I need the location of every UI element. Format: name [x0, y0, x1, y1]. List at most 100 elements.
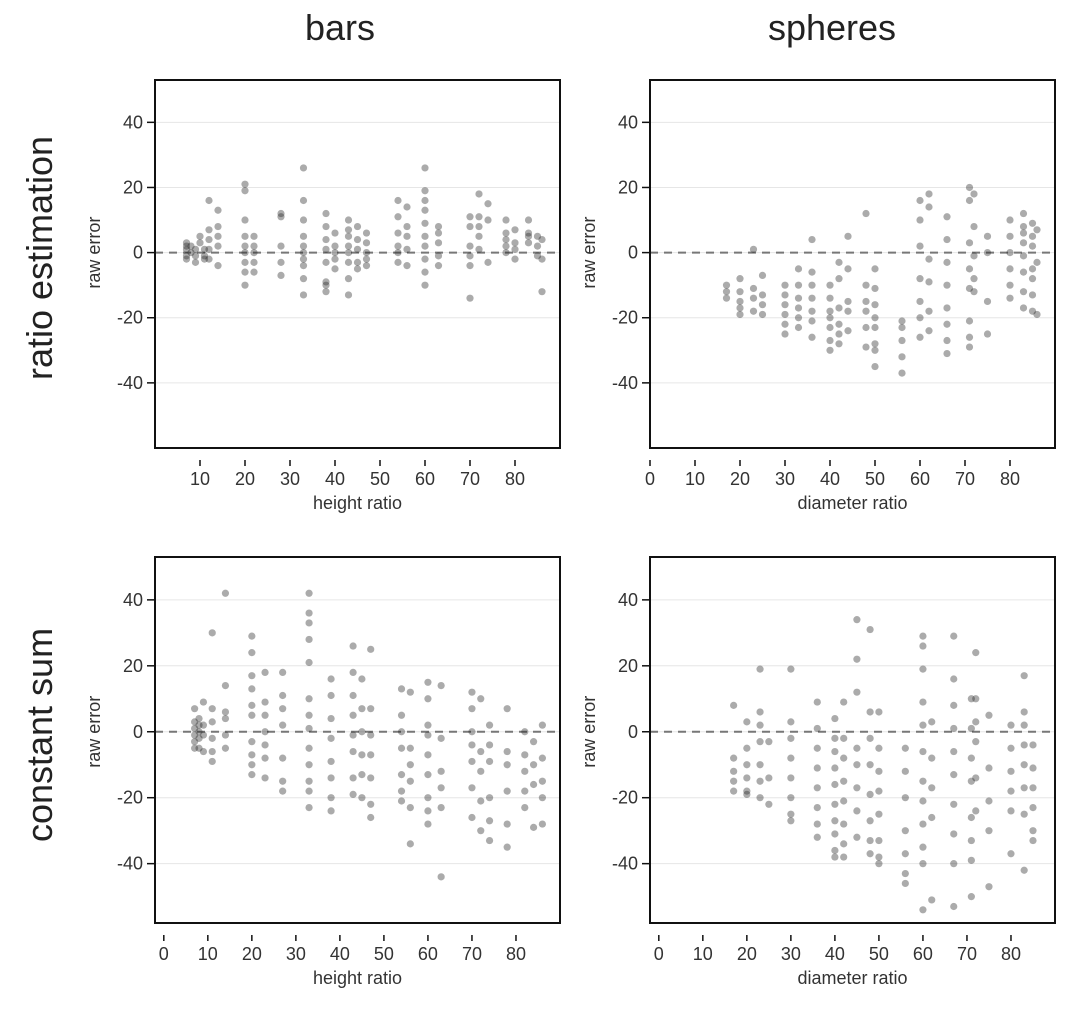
data-point [424, 751, 432, 759]
x-tick-label: 20 [737, 944, 757, 964]
data-point [277, 213, 285, 221]
x-tick-label: 0 [159, 944, 169, 964]
data-point [305, 609, 313, 617]
data-point [736, 275, 744, 283]
data-point [353, 265, 362, 273]
data-point [826, 323, 834, 332]
panel-3: 40 20 0 -20 -40 0 10 20 30 40 50 60 70 80 height ratio… [84, 556, 561, 988]
data-point [524, 229, 533, 237]
data-point [925, 190, 933, 198]
data-point [305, 787, 313, 795]
data-point [835, 304, 843, 312]
data-point [403, 203, 411, 211]
data-point [756, 721, 764, 729]
data-point [970, 190, 978, 198]
data-point [248, 761, 256, 769]
data-point [965, 317, 974, 325]
data-point [853, 761, 861, 769]
data-point [831, 846, 839, 855]
data-point [916, 196, 924, 205]
data-point [406, 803, 414, 812]
data-point [241, 216, 249, 224]
data-point [787, 665, 795, 673]
data-point [322, 281, 330, 289]
data-point [279, 668, 287, 677]
data-point [437, 784, 445, 792]
data-point [434, 222, 443, 231]
y-tick-label: 20 [123, 656, 143, 676]
data-point [853, 744, 861, 752]
data-point [866, 817, 874, 825]
data-point [813, 764, 821, 772]
data-point [250, 258, 258, 266]
data-point [950, 724, 958, 733]
data-point [468, 813, 476, 822]
x-tick-label: 80 [505, 469, 525, 489]
data-point [967, 836, 975, 845]
data-point [1033, 226, 1041, 234]
data-point [277, 242, 285, 250]
data-point [503, 705, 511, 713]
data-point [925, 255, 933, 263]
data-point [424, 721, 432, 729]
data-point [248, 751, 256, 759]
data-point [477, 747, 485, 756]
data-point [182, 245, 191, 253]
data-point [919, 698, 927, 706]
data-point [950, 675, 958, 683]
data-point [840, 820, 848, 828]
data-point [406, 777, 414, 785]
data-point [866, 836, 874, 845]
data-point [831, 764, 839, 772]
data-point [424, 820, 432, 828]
data-point [424, 695, 432, 703]
data-point [1007, 767, 1015, 775]
data-point [1007, 721, 1015, 729]
data-point [327, 794, 335, 802]
data-point [208, 718, 216, 726]
data-point [261, 728, 269, 736]
data-point [787, 817, 795, 825]
data-point [502, 229, 510, 237]
data-point [758, 301, 767, 309]
data-point [241, 180, 249, 188]
data-point [248, 649, 256, 657]
data-point [898, 353, 906, 361]
y-tick-label: 40 [618, 590, 638, 610]
data-point [765, 800, 773, 808]
data-point [950, 747, 958, 756]
data-point [195, 714, 203, 723]
data-point [813, 803, 821, 812]
data-point [424, 678, 432, 686]
data-point [424, 771, 432, 779]
data-point [831, 780, 839, 789]
data-point [331, 229, 339, 237]
data-point [901, 767, 909, 775]
data-point [844, 297, 852, 306]
data-point [765, 774, 773, 782]
data-point [965, 265, 974, 273]
data-point [424, 731, 432, 739]
data-point [349, 731, 357, 739]
data-point [743, 718, 751, 726]
data-point [538, 794, 546, 802]
x-tick-label: 70 [957, 944, 977, 964]
data-point [950, 902, 958, 911]
x-tick-label: 0 [645, 469, 655, 489]
data-point [421, 206, 429, 214]
data-point [421, 255, 429, 263]
data-point [358, 794, 366, 802]
y-tick-label: 0 [628, 243, 638, 263]
data-point [967, 754, 975, 762]
data-point [349, 747, 357, 756]
data-point [533, 242, 542, 250]
data-point [972, 774, 980, 782]
data-point [943, 281, 951, 289]
y-tick-label: -40 [612, 854, 638, 874]
data-point [722, 281, 731, 289]
plot-frame [649, 556, 1056, 924]
data-point [182, 252, 191, 260]
data-point [524, 216, 533, 224]
data-point [813, 820, 821, 828]
data-point [1020, 672, 1028, 680]
